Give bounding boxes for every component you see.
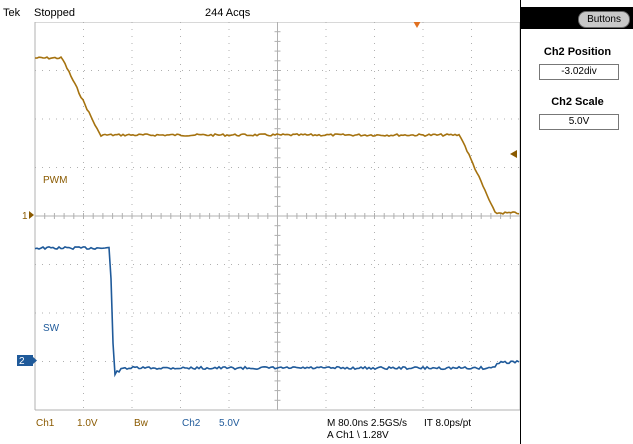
ch1-waveform <box>34 56 520 215</box>
ch1-scale-readout[interactable]: 1.0V <box>77 418 98 429</box>
trigger-level-arrow[interactable] <box>510 150 517 158</box>
bandwidth-limit-indicator: Bw <box>134 418 148 429</box>
trigger-position-marker[interactable] <box>413 22 421 28</box>
ch2-scale-title[interactable]: Ch2 Scale <box>551 96 604 108</box>
ch2-ground-marker-bg[interactable] <box>17 355 33 366</box>
scope-display[interactable]: 1 2 PWM SW <box>0 22 520 432</box>
status-bar: Tek Stopped 244 Acqs <box>0 0 520 22</box>
ch2-scale-value[interactable]: 5.0V <box>539 114 619 130</box>
ch2-scale-readout[interactable]: 5.0V <box>219 418 240 429</box>
ch1-readout-name[interactable]: Ch1 <box>36 418 55 429</box>
trigger-readout[interactable]: A Ch1 \ 1.28V <box>327 430 389 441</box>
acquisition-state: Stopped <box>34 7 75 19</box>
ch2-position-title[interactable]: Ch2 Position <box>543 46 612 58</box>
side-menu: Buttons Ch2 Position -3.02div Ch2 Scale … <box>520 0 633 444</box>
ch2-readout-name[interactable]: Ch2 <box>182 418 201 429</box>
brand-label: Tek <box>3 7 21 19</box>
ch1-trace-label: PWM <box>43 175 67 186</box>
readout-bar: Ch1 1.0V Bw Ch2 5.0V M 80.0ns 2.5GS/s IT… <box>0 412 520 444</box>
ch2-trace-label: SW <box>43 323 60 334</box>
ch2-ground-marker: 2 <box>19 356 25 367</box>
acquisition-count: 244 Acqs <box>205 7 251 19</box>
graticule <box>34 22 520 411</box>
buttons-button[interactable]: Buttons <box>578 11 630 28</box>
ch2-waveform <box>34 245 520 378</box>
timebase-readout[interactable]: M 80.0ns 2.5GS/s <box>327 418 408 429</box>
ch2-position-value[interactable]: -3.02div <box>539 64 619 80</box>
ch1-marker-arrow <box>29 211 34 219</box>
ch2-marker-arrow <box>33 357 37 364</box>
record-readout: IT 8.0ps/pt <box>424 418 472 429</box>
ch1-ground-marker[interactable]: 1 <box>22 211 28 222</box>
